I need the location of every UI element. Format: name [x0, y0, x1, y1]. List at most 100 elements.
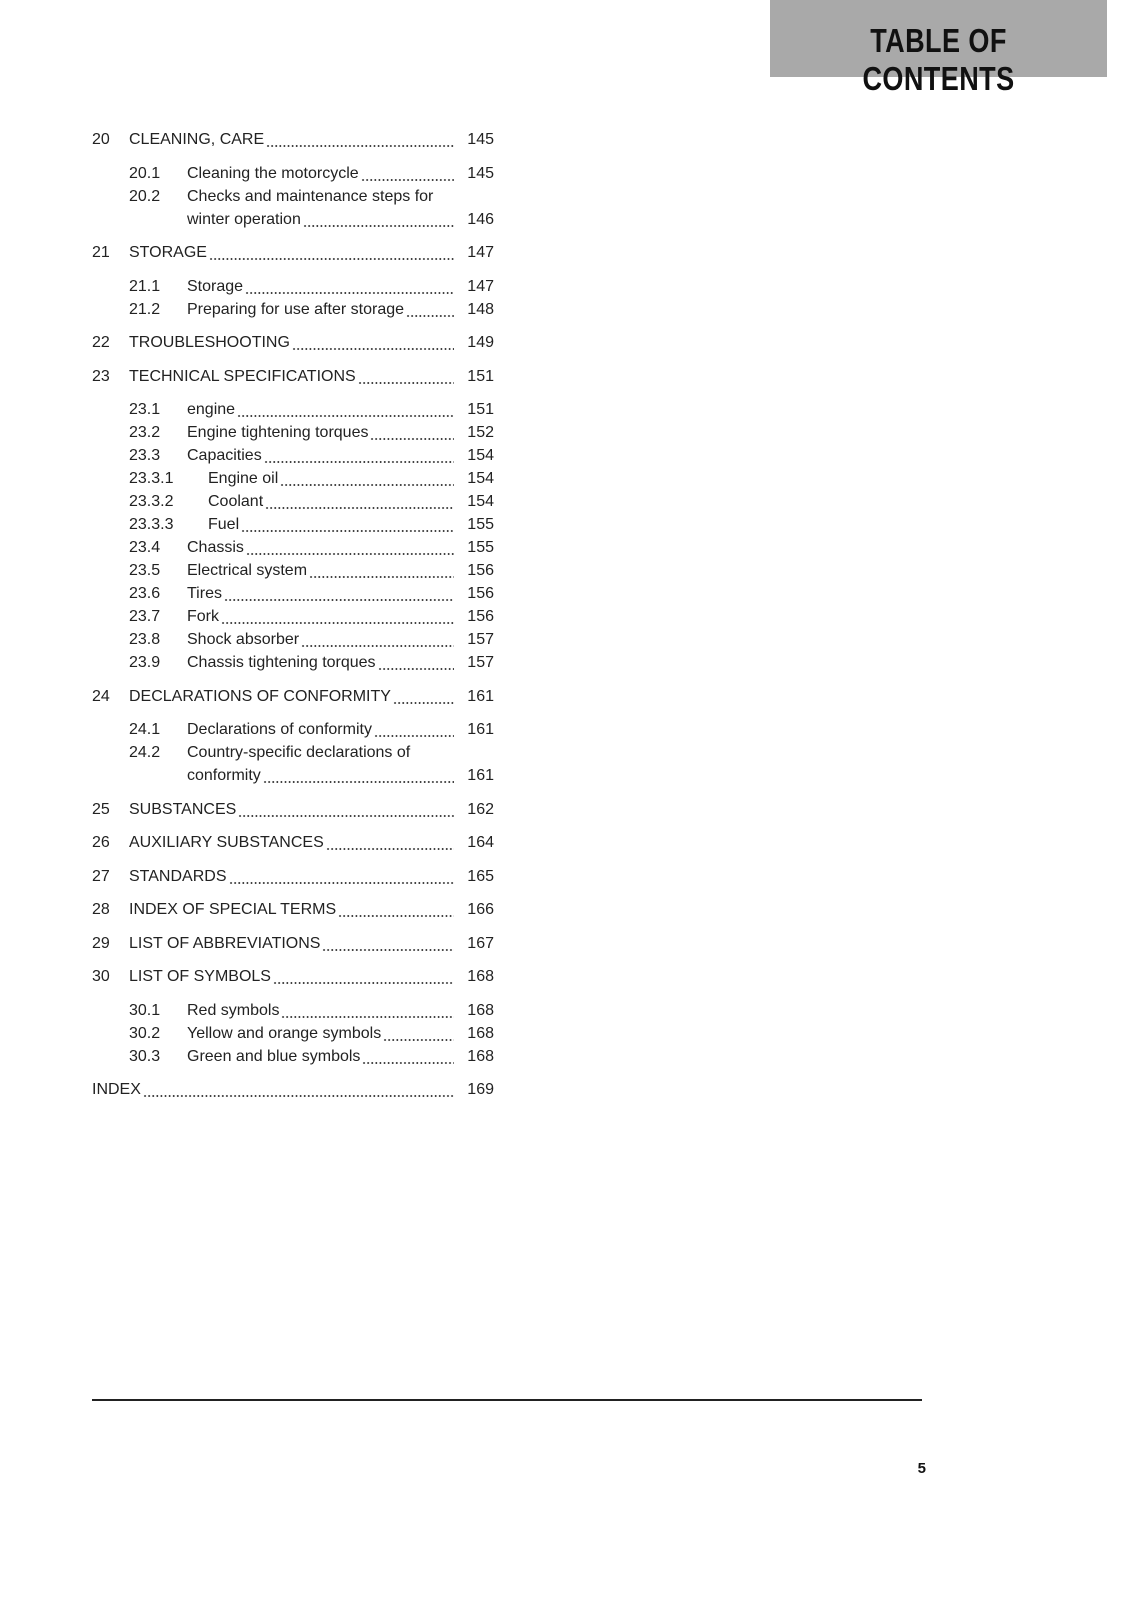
toc-entry[interactable]: 30 LIST OF SYMBOLS 168 — [92, 965, 494, 988]
entry-page: 146 — [467, 210, 494, 228]
toc-entry[interactable]: 23.3.2 Coolant 154 — [92, 490, 494, 513]
page-number: 5 — [917, 1460, 926, 1477]
entry-title: Shock absorber — [187, 631, 300, 648]
entry-number: 30.1 — [129, 1001, 161, 1019]
toc-entry-continuation[interactable]: winter operation 146 — [92, 207, 494, 231]
toc-entry[interactable]: 20.2 Checks and maintenance steps for — [92, 185, 494, 208]
toc-entry[interactable]: 20.1 Cleaning the motorcycle 145 — [92, 161, 494, 185]
entry-title-line: Fork — [187, 605, 454, 628]
entry-title: Cleaning the motorcycle — [187, 164, 359, 182]
entry-page: 154 — [467, 493, 494, 510]
toc-entry[interactable]: 22 TROUBLESHOOTING 149 — [92, 331, 494, 354]
toc-entry[interactable]: 23.7 Fork 156 — [92, 605, 494, 628]
entry-title-line: Yellow and orange symbols — [187, 1021, 454, 1045]
entry-title-continued: conformity — [187, 767, 261, 784]
entry-title: CLEANING, CARE — [129, 131, 265, 148]
dot-leader — [302, 207, 454, 231]
entry-title-line: DECLARATIONS OF CONFORMITY — [129, 684, 454, 708]
toc-entry[interactable]: 23.8 Shock absorber 157 — [92, 628, 494, 651]
toc-entry-continuation[interactable]: conformity 161 — [92, 764, 494, 787]
entry-number: 22 — [92, 334, 110, 351]
entry-title: Storage — [187, 277, 244, 295]
toc-entry[interactable]: 30.2 Yellow and orange symbols 168 — [92, 1021, 494, 1045]
entry-page: 145 — [467, 131, 494, 148]
entry-title: Chassis — [187, 539, 244, 556]
entry-title-line: Declarations of conformity — [187, 718, 454, 741]
toc-entry[interactable]: 26 AUXILIARY SUBSTANCES 164 — [92, 831, 494, 854]
entry-title: Engine tightening torques — [187, 424, 369, 441]
entry-page: 156 — [467, 585, 494, 602]
entry-page: 151 — [467, 367, 494, 385]
toc-entry[interactable]: 23.3.3 Fuel 155 — [92, 513, 494, 536]
entry-title: Yellow and orange symbols — [187, 1024, 382, 1042]
toc-entry[interactable]: 24 DECLARATIONS OF CONFORMITY 161 — [92, 684, 494, 708]
entry-page: 156 — [467, 562, 494, 579]
entry-title: TECHNICAL SPECIFICATIONS — [129, 367, 356, 385]
entry-number: 23.5 — [129, 562, 161, 579]
entry-title: LIST OF SYMBOLS — [129, 968, 271, 985]
toc-entry[interactable]: 27 STANDARDS 165 — [92, 864, 494, 888]
entry-number: 21.1 — [129, 277, 161, 295]
toc-entry[interactable]: 23.9 Chassis tightening torques 157 — [92, 651, 494, 674]
entry-title-line: Engine oil — [208, 467, 454, 490]
toc-entry[interactable]: 21.2 Preparing for use after storage 148 — [92, 297, 494, 321]
entry-page: 165 — [467, 867, 494, 885]
entry-number: 24.1 — [129, 721, 161, 738]
entry-number: 23.9 — [129, 654, 161, 671]
toc-entry[interactable]: 30.1 Red symbols 168 — [92, 998, 494, 1022]
entry-number: 23.4 — [129, 539, 161, 556]
entry-page: 155 — [467, 516, 494, 533]
toc-entry[interactable]: 30.3 Green and blue symbols 168 — [92, 1044, 494, 1068]
toc-entry[interactable]: 25 SUBSTANCES 162 — [92, 797, 494, 821]
entry-number: 21 — [92, 244, 110, 261]
entry-title-line: Fuel — [208, 513, 454, 536]
toc-entry[interactable]: 23.6 Tires 156 — [92, 582, 494, 605]
entry-page: 169 — [467, 1081, 494, 1098]
entry-title-line: TROUBLESHOOTING — [129, 331, 454, 354]
toc-entry[interactable]: 23.2 Engine tightening torques 152 — [92, 421, 494, 444]
dot-leader — [238, 797, 454, 821]
entry-title: STORAGE — [129, 244, 207, 261]
entry-title-line: Electrical system — [187, 559, 454, 582]
entry-page: 162 — [467, 800, 494, 818]
toc-entry[interactable]: 20 CLEANING, CARE 145 — [92, 128, 494, 151]
entry-page: 157 — [467, 631, 494, 648]
dot-leader — [360, 161, 454, 185]
entry-title-line: AUXILIARY SUBSTANCES — [129, 831, 454, 854]
entry-number: 21.2 — [129, 300, 161, 318]
toc-entry[interactable]: 24.2 Country-specific declarations of — [92, 741, 494, 764]
entry-page: 156 — [467, 608, 494, 625]
entry-title: Coolant — [208, 493, 264, 510]
toc-entry[interactable]: 23.5 Electrical system 156 — [92, 559, 494, 582]
dot-leader — [263, 444, 454, 467]
toc-entry[interactable]: 23.1 engine 151 — [92, 398, 494, 421]
dot-leader — [262, 764, 454, 787]
entry-number: 25 — [92, 800, 110, 818]
entry-number: 28 — [92, 901, 110, 918]
entry-page: 168 — [467, 1001, 494, 1019]
entry-title-line: STORAGE — [129, 241, 454, 264]
entry-title: Fuel — [208, 516, 240, 533]
toc-entry[interactable]: 23.3 Capacities 154 — [92, 444, 494, 467]
toc-entry[interactable]: 28 INDEX OF SPECIAL TERMS 166 — [92, 898, 494, 921]
entry-title: TROUBLESHOOTING — [129, 334, 290, 351]
entry-title-line: Tires — [187, 582, 454, 605]
entry-page: 145 — [467, 164, 494, 182]
dot-leader — [377, 651, 454, 674]
toc-entry[interactable]: INDEX 169 — [92, 1078, 494, 1101]
toc-entry[interactable]: 21.1 Storage 147 — [92, 274, 494, 298]
section-header-tab: TABLE OF CONTENTS — [770, 0, 1107, 97]
toc-entry[interactable]: 23 TECHNICAL SPECIFICATIONS 151 — [92, 364, 494, 388]
entry-page: 167 — [467, 934, 494, 952]
toc-entry[interactable]: 24.1 Declarations of conformity 161 — [92, 718, 494, 741]
toc-entry[interactable]: 29 LIST OF ABBREVIATIONS 167 — [92, 931, 494, 955]
entry-number: 23.3.3 — [129, 516, 174, 533]
dot-leader — [228, 864, 454, 888]
toc-entry[interactable]: 21 STORAGE 147 — [92, 241, 494, 264]
toc-entry[interactable]: 23.3.1 Engine oil 154 — [92, 467, 494, 490]
toc-entry[interactable]: 23.4 Chassis 155 — [92, 536, 494, 559]
entry-title-continued: winter operation — [187, 210, 301, 228]
entry-title-line: INDEX OF SPECIAL TERMS — [129, 898, 454, 921]
footer-divider — [92, 1399, 922, 1401]
entry-number: 23.8 — [129, 631, 161, 648]
